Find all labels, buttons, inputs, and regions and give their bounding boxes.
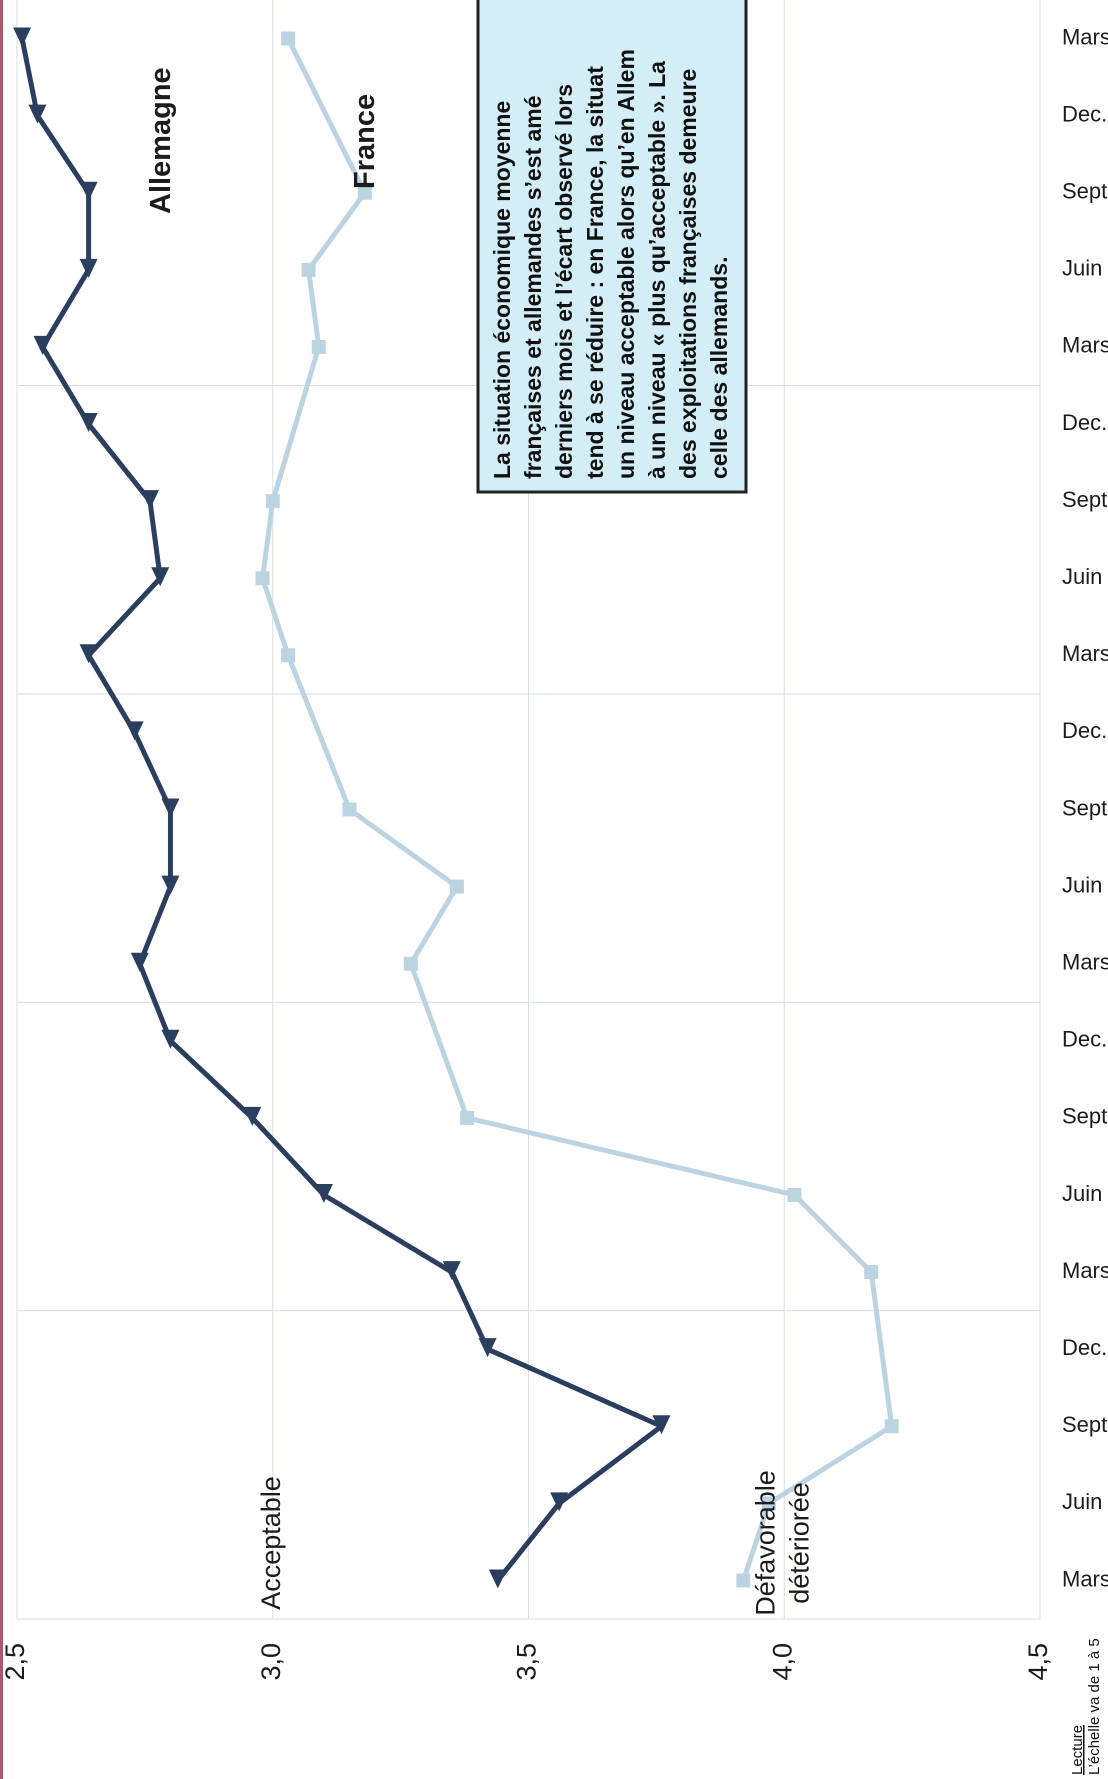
data-point-france bbox=[357, 185, 372, 200]
data-point-allemagne bbox=[140, 490, 159, 510]
data-point-allemagne bbox=[161, 1029, 180, 1049]
note-line: La situation économique moyenne bbox=[489, 101, 515, 479]
data-point-allemagne bbox=[488, 1569, 507, 1589]
series-label-france: France bbox=[349, 94, 381, 189]
data-point-allemagne bbox=[125, 721, 144, 741]
note-line: derniers mois et l’écart observé lors bbox=[551, 84, 577, 479]
note-line: celle des allemands. bbox=[706, 257, 732, 479]
data-point-france bbox=[281, 648, 296, 663]
data-point-allemagne bbox=[478, 1338, 497, 1358]
data-point-allemagne bbox=[151, 567, 170, 587]
note-box-frame bbox=[476, 0, 748, 494]
x-tick-label: Mars bbox=[1062, 641, 1108, 666]
x-tick-label: Dec. bbox=[1062, 1335, 1107, 1360]
y-axis-qualitative-labels: Acceptable Défavorable détériorée bbox=[256, 1470, 815, 1616]
data-point-france bbox=[736, 1573, 751, 1588]
series-allemagne bbox=[13, 27, 671, 1589]
data-point-france bbox=[342, 802, 357, 817]
x-tick-label: Dec. bbox=[1062, 1027, 1107, 1052]
data-point-france bbox=[403, 956, 418, 971]
x-tick-label: Dec. bbox=[1062, 101, 1107, 126]
x-tick-label: Juin bbox=[1062, 872, 1102, 897]
note-box: La situation économique moyenne française… bbox=[476, 0, 748, 494]
x-tick-label: Juin bbox=[1062, 1181, 1102, 1206]
x-tick-label: Juin bbox=[1062, 1489, 1102, 1514]
data-point-france bbox=[761, 1496, 776, 1511]
data-point-france bbox=[787, 1187, 802, 1202]
y-tick-label: 2,5 bbox=[0, 1643, 30, 1681]
note-line: tend à se réduire : en France, la situat bbox=[582, 66, 608, 479]
x-tick-label: Mars bbox=[1062, 1258, 1108, 1283]
y-tick-label: 3,5 bbox=[512, 1643, 542, 1681]
data-point-allemagne bbox=[13, 27, 32, 47]
x-tick-label: Juin bbox=[1062, 256, 1102, 281]
data-point-allemagne bbox=[79, 413, 98, 433]
data-point-allemagne bbox=[79, 181, 98, 201]
data-point-france bbox=[281, 31, 296, 46]
data-point-allemagne bbox=[314, 1183, 333, 1203]
x-tick-label: Mars bbox=[1062, 24, 1108, 49]
y-qualitative-label: Défavorable bbox=[750, 1470, 780, 1616]
data-point-france bbox=[311, 339, 326, 354]
x-tick-label: Sept. bbox=[1062, 1104, 1108, 1129]
x-tick-label: Mars bbox=[1062, 333, 1108, 358]
x-tick-label: Mars bbox=[1062, 950, 1108, 975]
series-france bbox=[255, 31, 899, 1588]
note-line: à un niveau « plus qu’acceptable ». La bbox=[644, 61, 670, 479]
x-tick-label: Sept. bbox=[1062, 487, 1108, 512]
data-point-allemagne bbox=[243, 1106, 262, 1126]
reading-text: L’échelle va de 1 à 5 bbox=[1086, 1638, 1103, 1775]
y-tick-label: 4,0 bbox=[767, 1643, 797, 1681]
data-point-france bbox=[884, 1419, 899, 1434]
note-line: des exploitations françaises demeure bbox=[675, 69, 701, 479]
x-tick-label: Sept. bbox=[1062, 795, 1108, 820]
data-point-france bbox=[255, 571, 270, 586]
note-text: La situation économique moyenne française… bbox=[489, 49, 732, 479]
data-point-allemagne bbox=[161, 875, 180, 895]
note-line: françaises et allemandes s’est amé bbox=[520, 95, 546, 479]
x-tick-label: Dec. bbox=[1062, 410, 1107, 435]
y-tick-label: 4,5 bbox=[1023, 1643, 1053, 1681]
x-tick-label: Sept. bbox=[1062, 1412, 1108, 1437]
y-tick-label: 3,0 bbox=[256, 1643, 286, 1681]
x-tick-label: Dec. bbox=[1062, 718, 1107, 743]
data-point-allemagne bbox=[79, 258, 98, 278]
series-label-allemagne: Allemagne bbox=[145, 67, 177, 214]
data-point-france bbox=[449, 879, 464, 894]
reading-title: Lecture bbox=[1069, 1725, 1086, 1775]
x-tick-label: Sept. bbox=[1062, 179, 1108, 204]
data-point-allemagne bbox=[79, 644, 98, 664]
page-edge-strip bbox=[0, 0, 3, 1779]
y-qualitative-label: Acceptable bbox=[256, 1476, 286, 1610]
x-tick-label: Juin bbox=[1062, 564, 1102, 589]
data-point-france bbox=[301, 262, 316, 277]
data-point-france bbox=[265, 494, 280, 509]
x-axis-ticks: Mars Juin Sept. Dec. Mars Juin Sept. Dec. Mars Ju… bbox=[1062, 24, 1108, 1591]
y-qualitative-label: détériorée bbox=[784, 1482, 814, 1604]
data-point-allemagne bbox=[652, 1415, 671, 1435]
series-line-france bbox=[260, 37, 895, 1582]
note-line: un niveau acceptable alors qu’en Allem bbox=[613, 49, 639, 479]
data-point-allemagne bbox=[442, 1261, 461, 1281]
data-point-france bbox=[460, 1110, 475, 1125]
data-point-allemagne bbox=[550, 1492, 569, 1512]
x-tick-label: Mars bbox=[1062, 1566, 1108, 1591]
data-point-allemagne bbox=[33, 335, 52, 355]
data-point-allemagne bbox=[28, 104, 47, 124]
data-point-allemagne bbox=[130, 952, 149, 972]
data-point-france bbox=[864, 1265, 879, 1280]
y-axis-ticks: 2,5 3,0 3,5 4,0 4,5 bbox=[0, 1643, 1053, 1681]
data-point-allemagne bbox=[161, 798, 180, 818]
